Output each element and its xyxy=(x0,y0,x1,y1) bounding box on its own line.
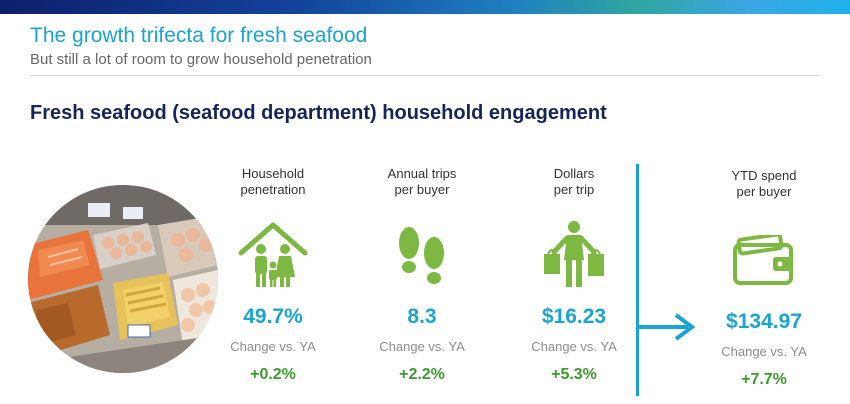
metric-label: Annual trips per buyer xyxy=(387,166,457,197)
top-gradient-bar xyxy=(0,0,850,14)
metric-dollars-per-trip: Dollars per trip $16.23 Change vs. YA +5… xyxy=(504,166,644,384)
footprints-icon xyxy=(352,220,492,290)
page-title: The growth trifecta for fresh seafood xyxy=(30,24,368,47)
section-heading: Fresh seafood (seafood department) house… xyxy=(30,102,607,124)
metric-annual-trips: Annual trips per buyer 8.3 Change vs. YA… xyxy=(352,166,492,384)
household-icon xyxy=(203,220,343,290)
vertical-divider xyxy=(636,164,639,396)
metric-value: $134.97 xyxy=(726,310,802,333)
change-label: Change vs. YA xyxy=(721,344,807,359)
metric-value: 49.7% xyxy=(243,305,303,328)
metric-label: Dollars per trip xyxy=(553,166,595,197)
metric-label: YTD spend per buyer xyxy=(731,168,797,199)
change-label: Change vs. YA xyxy=(230,339,316,354)
metric-label: Household penetration xyxy=(240,166,306,197)
title-divider xyxy=(30,75,820,76)
change-value: +5.3% xyxy=(551,366,597,383)
metric-value: 8.3 xyxy=(407,305,437,328)
metric-ytd-spend: YTD spend per buyer $134.97 Change vs. Y… xyxy=(694,168,834,389)
change-value: +2.2% xyxy=(399,366,445,383)
page-subtitle: But still a lot of room to grow househol… xyxy=(30,51,372,68)
change-label: Change vs. YA xyxy=(531,339,617,354)
change-label: Change vs. YA xyxy=(379,339,465,354)
change-value: +0.2% xyxy=(250,366,296,383)
metric-value: $16.23 xyxy=(541,305,607,328)
seafood-display-photo xyxy=(28,185,218,373)
change-value: +7.7% xyxy=(741,371,787,388)
wallet-icon xyxy=(694,226,834,296)
metric-household-penetration: Household penetration 49.7% Change vs. Y… xyxy=(203,166,343,384)
arrow-right-icon xyxy=(636,312,698,347)
shopper-bags-icon xyxy=(504,220,644,290)
